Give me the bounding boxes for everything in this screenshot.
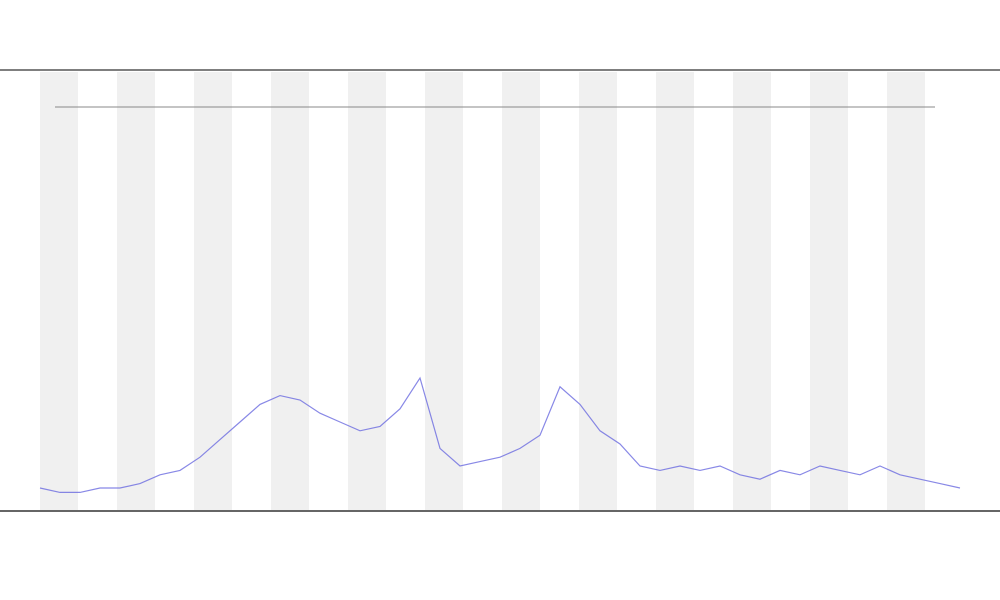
background-bands (40, 72, 925, 510)
series-line (39, 376, 961, 493)
